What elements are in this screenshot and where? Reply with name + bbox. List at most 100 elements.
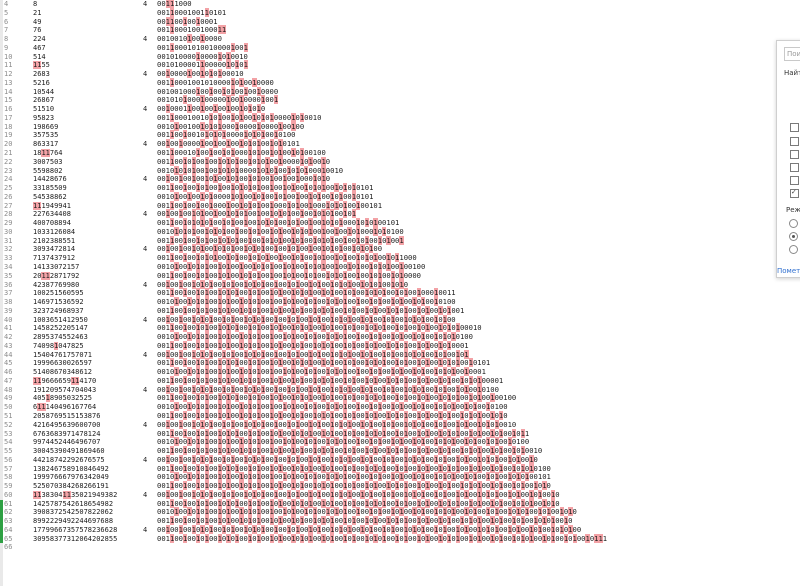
editor-line[interactable]: 25 33185509 001100100101001001010101001001…: [0, 183, 800, 193]
editor-line[interactable]: 60 11383041135021949382 4 00100100101010010…: [0, 489, 800, 500]
editor-line[interactable]: 45 19996630026597 001100100101001010100101…: [0, 358, 800, 368]
match-highlight: 1: [182, 498, 188, 508]
editor-line[interactable]: 20 863317 4 0010010000100100100101010010101…: [0, 139, 800, 149]
match-highlight: 1: [291, 235, 296, 245]
editor-line[interactable]: 44 15404761757071 4 00100100101010010100101…: [0, 349, 800, 360]
find-search-input[interactable]: Поис: [784, 47, 800, 61]
find-option-checkbox-3[interactable]: [790, 150, 799, 159]
match-highlight: 1: [213, 130, 218, 140]
editor-line[interactable]: 47 119666659114170 00110010010100101001010…: [0, 375, 800, 386]
editor-line[interactable]: 4 8 4 00111000: [0, 0, 800, 9]
editor-line[interactable]: 50 611140496167764 00101001010100101001010…: [0, 402, 800, 412]
find-option-checkbox-1[interactable]: [790, 123, 799, 132]
match-highlight: 1: [343, 498, 348, 508]
match-highlight: 1: [226, 261, 231, 271]
find-option-checkbox-4[interactable]: [790, 163, 799, 172]
editor-line[interactable]: 23 5598802 0010101010010010101000010101001…: [0, 165, 800, 176]
editor-line[interactable]: 27 111949941 00110010010010001001010100100…: [0, 200, 800, 211]
editor-line[interactable]: 49 40518905032525 001100100101001010100101…: [0, 393, 800, 403]
match-highlight: 1: [330, 349, 335, 359]
match-highlight: 1: [282, 507, 287, 517]
match-highlight: 1: [269, 428, 274, 438]
editor-line[interactable]: 52 4216495639600700 4 001001001010100101001…: [0, 419, 800, 430]
editor-line[interactable]: 36 42387769980 4 00100100101010010100101010…: [0, 279, 800, 290]
editor-line[interactable]: 66: [0, 543, 800, 552]
match-highlight: 1: [230, 77, 235, 87]
match-highlight: 1: [455, 419, 460, 429]
editor-line[interactable]: 14 10544 0010010001001001010010010000: [0, 86, 800, 97]
editor-line[interactable]: 43 740981047825 00110010010100101001010100…: [0, 340, 800, 351]
editor-line[interactable]: 51 2058769515153876 0011001001010010100101…: [0, 410, 800, 421]
find-option-checkbox-6[interactable]: [790, 188, 799, 198]
editor-line[interactable]: 30 1033126084 0010101010010101001001010010…: [0, 226, 800, 237]
editor-line[interactable]: 5 21 0011000100110101: [0, 7, 800, 18]
editor-line[interactable]: 63 8992229492244697688 0011001001010010100…: [0, 516, 800, 526]
match-highlight: 1: [369, 367, 374, 377]
editor-line[interactable]: 28 227634408 4 0010010010100100101010010010…: [0, 209, 800, 219]
editor-line[interactable]: 7 76 0011000100100011: [0, 25, 800, 35]
editor-line[interactable]: 59 525070384268266191 00110010010100101001…: [0, 481, 800, 491]
match-highlight: 1: [390, 524, 396, 534]
editor-line[interactable]: 58 199976667976342049 00101001010100101001…: [0, 472, 800, 482]
editor-line[interactable]: 13 5216 001100010010100001010010000: [0, 77, 800, 88]
editor-line[interactable]: 32 3093472814 4 001001001010010101001010100…: [0, 244, 800, 254]
editor-line[interactable]: 11 1155 001010000110000010101: [0, 60, 800, 70]
editor-line[interactable]: 34 14133072157 001010010101001010010010101…: [0, 261, 800, 272]
editor-line[interactable]: 15 26867 0010101000100000100100001001: [0, 95, 800, 105]
editor-line[interactable]: 24 14428676 4 00100100100101001010010100100…: [0, 174, 800, 184]
editor-line[interactable]: 57 138246758910846492 00110010010100101010…: [0, 463, 800, 474]
editor-line[interactable]: 61 1425787542618654982 0011001001010010101…: [0, 498, 800, 509]
editor-line[interactable]: 53 6763683971478124 0011001001010010101001…: [0, 428, 800, 439]
editor-text-area[interactable]: 4 8 4 00111000 5 21 0011000100110101 6 49 0011001…: [0, 0, 800, 552]
editor-line[interactable]: 64 17799667357578236628 4 00100100101010010…: [0, 524, 800, 535]
editor-line[interactable]: 16 51510 4 0010001100100100100101010: [0, 104, 800, 114]
editor-line[interactable]: 12 2683 4 00100001001010100010: [0, 69, 800, 79]
editor-line[interactable]: 26 54538862 001010010010100001010010100101…: [0, 191, 800, 202]
editor-line[interactable]: 8 224 4 001001010010000: [0, 34, 800, 44]
editor-line[interactable]: 9 467 001100010100100001001: [0, 42, 800, 53]
editor-line[interactable]: 35 20112871792 001100100101001010010101001…: [0, 270, 800, 281]
match-highlight: 1: [256, 253, 261, 263]
match-highlight: 1: [286, 218, 292, 228]
editor-line[interactable]: 29 400708894 00110010101010010100100101010…: [0, 218, 800, 228]
editor-line[interactable]: 39 323724968937 00110010010100101001010100…: [0, 305, 800, 316]
match-highlight: 1: [373, 288, 378, 298]
editor-line[interactable]: 17 95823 001100010010101001010010101000010…: [0, 112, 800, 123]
match-highlight: 1: [360, 524, 365, 534]
match-highlight: 1: [187, 104, 192, 114]
editor-line[interactable]: 22 3007503 0011001010010010101001010100100…: [0, 156, 800, 167]
editor-line[interactable]: 55 30045390491869460 001100100101001010010…: [0, 446, 800, 456]
editor-line[interactable]: 62 3908372542507822062 0010100101010010100…: [0, 507, 800, 518]
decimal-value: 467: [33, 43, 46, 52]
editor-line[interactable]: 41 1458252205147 0011001001010010101001010…: [0, 323, 800, 333]
editor-line[interactable]: 65 30958377312064202855 001100100101001010…: [0, 533, 800, 544]
editor-line[interactable]: 56 44218742292676575 4 00100100101010010100…: [0, 454, 800, 465]
editor-line[interactable]: 37 100251560595 00110010010100101010010100…: [0, 288, 800, 298]
editor-line[interactable]: 40 1003651412950 4 001001001010100101001010…: [0, 314, 800, 325]
editor-line[interactable]: 42 2895374552463 0010100101010010100101010…: [0, 332, 800, 342]
match-highlight: 1: [446, 446, 452, 456]
match-highlight: 1: [317, 314, 322, 324]
editor-line[interactable]: 6 49 00110010010001: [0, 16, 800, 27]
editor-line[interactable]: 48 191209574704043 4 0010010010101001010010…: [0, 384, 800, 395]
match-highlight: 1: [351, 340, 357, 350]
match-highlight: 1: [200, 69, 205, 79]
editor-line[interactable]: 10 514 001010000100001010010: [0, 51, 800, 62]
editor-line[interactable]: 46 51408670348612 001010010101001010010101…: [0, 367, 800, 377]
search-mode-radio-3[interactable]: [789, 245, 798, 254]
mark-all-link[interactable]: Помет: [777, 267, 800, 275]
editor-line[interactable]: 54 9974452446496707 0010100101010010100101…: [0, 437, 800, 447]
editor-line[interactable]: 21 1811764 0011000101001001010001010010100…: [0, 148, 800, 158]
match-highlight: 1: [291, 121, 296, 131]
find-option-checkbox-5[interactable]: [790, 176, 799, 185]
editor-line[interactable]: 33 7137437912 0011001001010100101001010100…: [0, 253, 800, 263]
binary-string: 0010010010100101010010101001001010010010…: [157, 244, 383, 254]
match-highlight: 1: [563, 533, 569, 543]
find-option-checkbox-2[interactable]: [790, 137, 799, 146]
editor-line[interactable]: 31 2102388551 0011001001010010101001001010…: [0, 235, 800, 246]
search-mode-radio-1[interactable]: [789, 219, 798, 228]
search-mode-radio-2[interactable]: [789, 232, 798, 241]
editor-line[interactable]: 18 198669 00101001001010100010000100001001…: [0, 121, 800, 132]
editor-line[interactable]: 19 357535 00110010010101010000101010010100: [0, 130, 800, 140]
editor-line[interactable]: 38 146971536592 00101001010100101001010100…: [0, 297, 800, 307]
